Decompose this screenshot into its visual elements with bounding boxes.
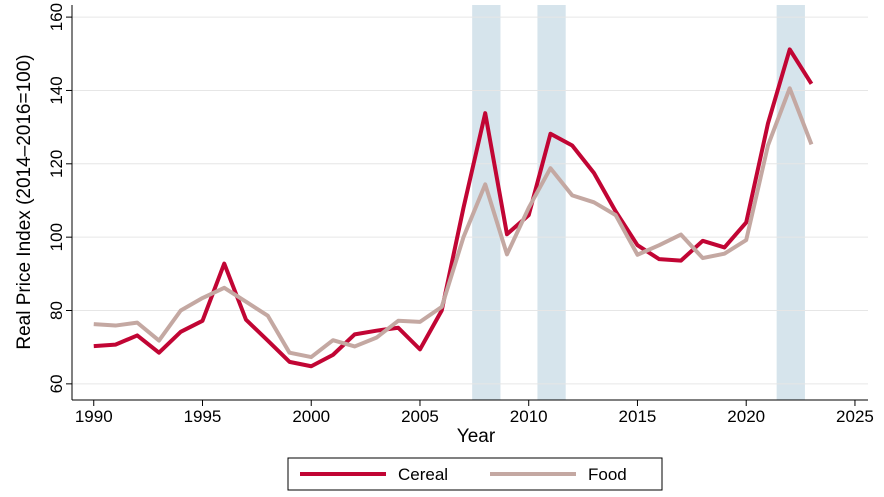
line-series [93,86,814,360]
line-series [93,47,814,369]
y-axis-label: Real Price Index (2014–2016=100) [14,54,35,349]
legend: Cereal Food [287,457,663,491]
x-tick-label: 2005 [401,407,439,426]
x-tick-label: 2015 [619,407,657,426]
y-tick-label: 140 [47,76,66,104]
legend-label: Cereal [398,465,448,484]
y-tick-label: 100 [47,223,66,251]
y-tick-label: 60 [47,374,66,393]
x-tick-label: 1995 [184,407,222,426]
x-tick-label: 2010 [510,407,548,426]
y-tick-label: 80 [47,301,66,320]
x-tick-label: 2020 [727,407,765,426]
legend-label: Food [588,465,627,484]
x-tick-label: 2000 [292,407,330,426]
y-tick-label: 160 [47,3,66,31]
x-axis-label: Year [457,426,496,447]
x-tick-label: 2025 [836,407,874,426]
x-tick-label: 1990 [75,407,113,426]
y-tick-label: 120 [47,150,66,178]
shaded-period [537,5,566,400]
